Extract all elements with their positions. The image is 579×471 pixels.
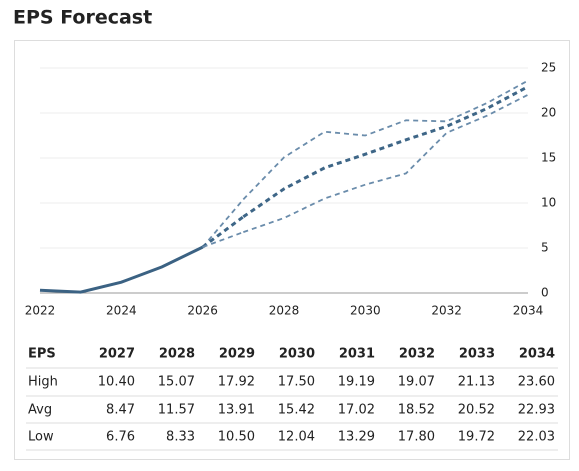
x-tick-label: 2030	[350, 304, 381, 318]
table-cell: 17.80	[398, 430, 435, 445]
forecast-line	[243, 93, 529, 234]
x-tick-label: 2034	[513, 304, 544, 318]
table-header: 2030	[279, 347, 315, 362]
table-cell: 19.19	[338, 375, 375, 390]
page-title: EPS Forecast	[13, 7, 152, 29]
x-tick-label: 2026	[187, 304, 218, 318]
y-tick-label: 0	[541, 286, 549, 300]
actual-line	[39, 245, 204, 294]
forecast-link	[201, 198, 245, 248]
table-cell: 17.02	[338, 403, 375, 418]
table-cell: 17.92	[218, 375, 255, 390]
table-cell: 22.03	[518, 430, 555, 445]
table-cell: 15.07	[158, 375, 195, 390]
table-cell: 10.40	[98, 375, 135, 390]
table-cell: 20.52	[458, 403, 495, 418]
table-header: 2031	[339, 347, 375, 362]
forecast-line	[242, 85, 529, 219]
table-cell: 17.50	[278, 375, 315, 390]
table-cell: 8.33	[166, 430, 195, 445]
forecast-link	[202, 231, 244, 248]
card	[14, 40, 570, 460]
table-header: 2027	[99, 347, 135, 362]
y-tick-label: 20	[541, 106, 556, 120]
table-cell: 13.29	[338, 430, 375, 445]
x-tick-label: 2032	[431, 304, 462, 318]
table-header: 2029	[219, 347, 255, 362]
table-cell: 21.13	[458, 375, 495, 390]
table-cell: 15.42	[278, 403, 315, 418]
x-tick-label: 2024	[106, 304, 137, 318]
y-tick-label: 5	[541, 241, 549, 255]
table-header: 2028	[159, 347, 195, 362]
table-cell: 19.72	[458, 430, 495, 445]
table-cell: 11.57	[158, 403, 195, 418]
row-label: High	[28, 375, 58, 390]
table-header: 2034	[519, 347, 555, 362]
table-cell: 22.93	[518, 403, 555, 418]
table-cell: 6.76	[106, 430, 135, 445]
x-tick-label: 2028	[269, 304, 300, 318]
y-tick-label: 25	[541, 61, 556, 75]
row-label: Avg	[28, 403, 52, 418]
forecast-link	[201, 215, 245, 249]
table-cell: 8.47	[106, 403, 135, 418]
table-header: EPS	[28, 347, 56, 362]
table-header: 2033	[459, 347, 495, 362]
table-cell: 23.60	[518, 375, 555, 390]
y-tick-label: 10	[541, 196, 556, 210]
row-label: Low	[28, 430, 54, 445]
y-tick-label: 15	[541, 151, 556, 165]
forecast-line	[242, 79, 529, 201]
table-cell: 18.52	[398, 403, 435, 418]
table-header: 2032	[399, 347, 435, 362]
table-cell: 19.07	[398, 375, 435, 390]
table-cell: 12.04	[278, 430, 315, 445]
x-tick-label: 2022	[25, 304, 56, 318]
table-cell: 13.91	[218, 403, 255, 418]
table-cell: 10.50	[218, 430, 255, 445]
